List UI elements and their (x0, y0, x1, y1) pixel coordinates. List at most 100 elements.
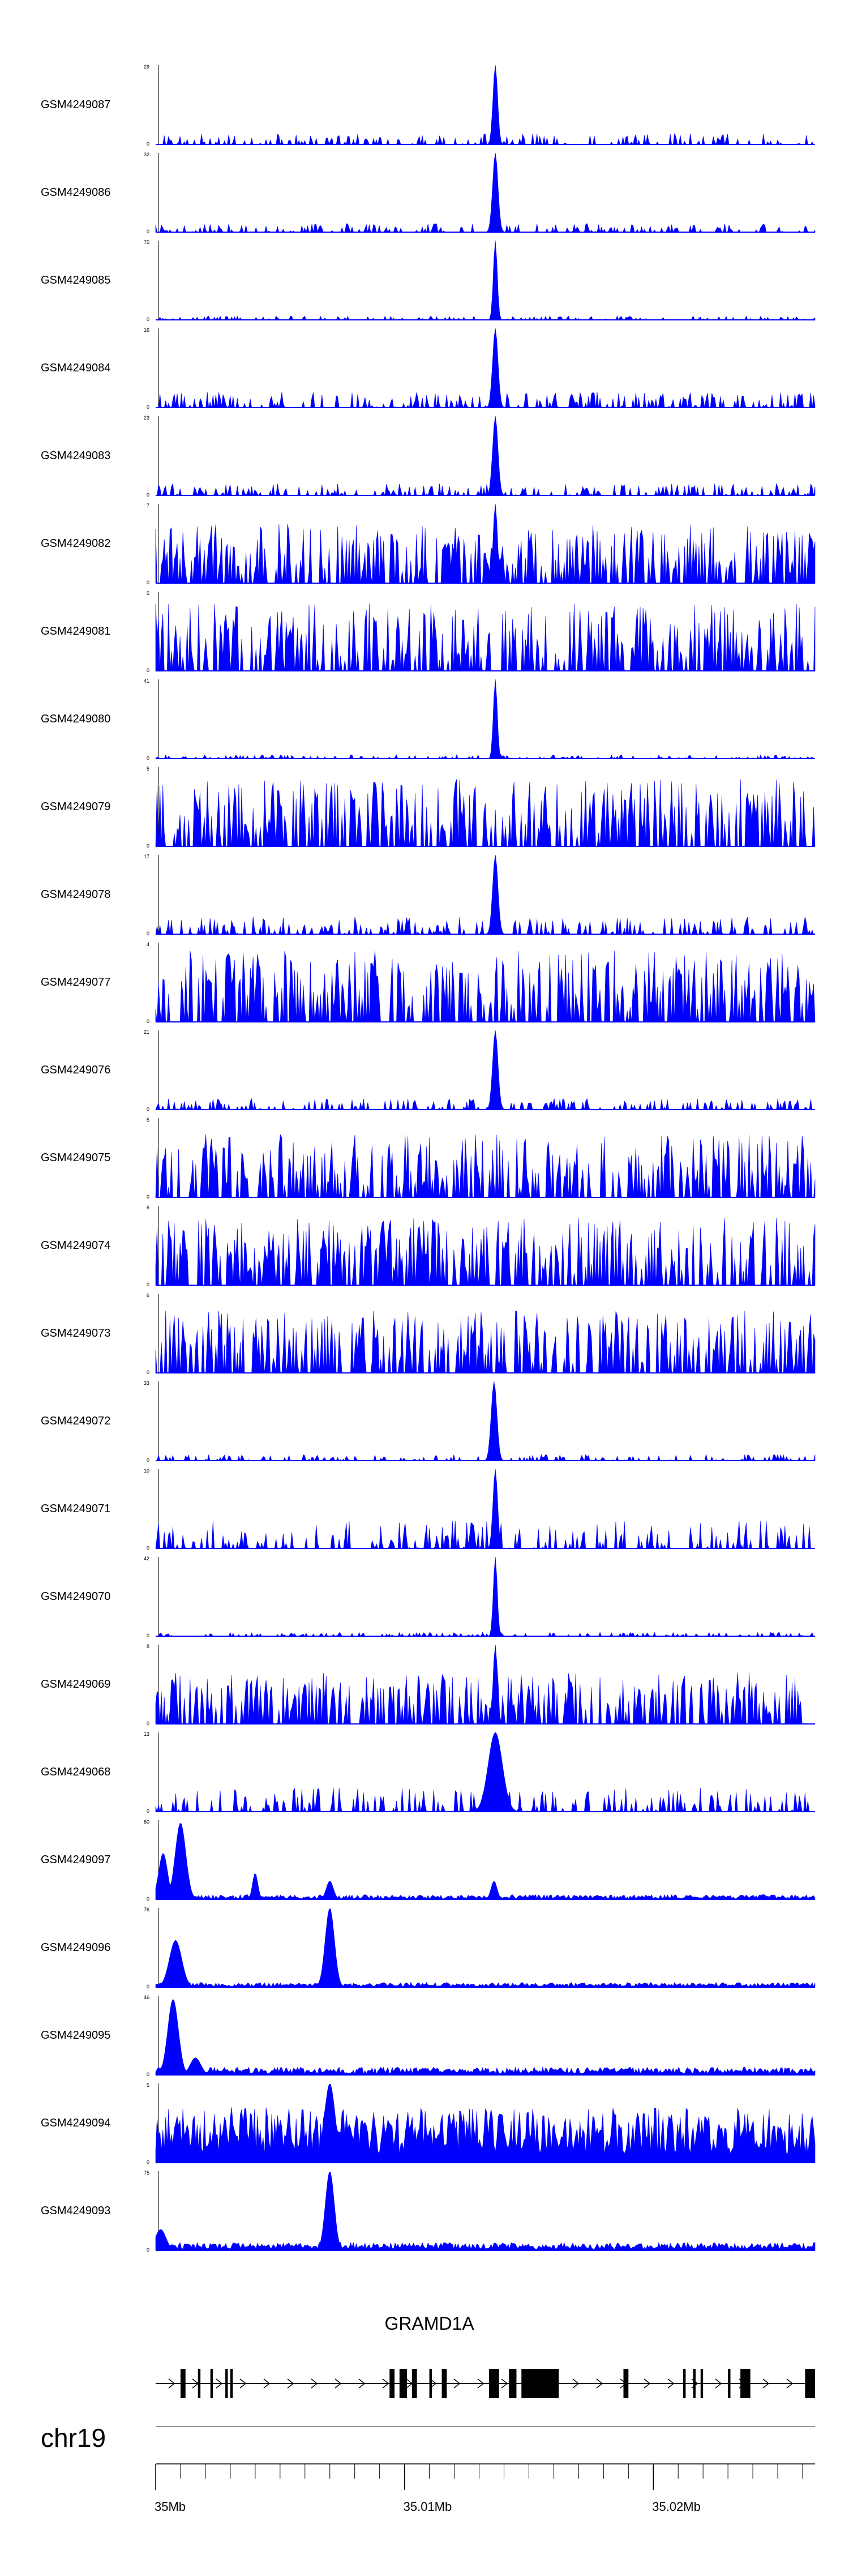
y-max-label: 33 (144, 1380, 149, 1386)
y-min-label: 0 (147, 1896, 149, 1902)
gene-exon (429, 2369, 432, 2398)
y-min-label: 0 (147, 1633, 149, 1638)
y-max-label: 75 (144, 2170, 149, 2176)
signal-area (155, 1311, 816, 1373)
signal-area (155, 1645, 815, 1725)
signal-area (155, 1030, 815, 1111)
track-label: GSM4249083 (41, 450, 110, 462)
signal-area (155, 153, 816, 233)
track-GSM4249068: GSM4249068 13 0 (41, 1731, 815, 1814)
y-min-label: 0 (147, 229, 149, 234)
strand-arrow (453, 2378, 461, 2389)
y-max-label: 10 (144, 1468, 149, 1474)
strand-arrow (572, 2378, 580, 2389)
gene-exon (805, 2369, 815, 2398)
y-min-label: 0 (147, 316, 149, 322)
signal-area (156, 328, 816, 409)
track-label: GSM4249069 (41, 1678, 110, 1691)
signal-area (156, 65, 815, 146)
y-max-label: 60 (144, 1819, 149, 1825)
signal-area (155, 779, 816, 847)
strand-arrow (762, 2378, 770, 2389)
gene-exon (411, 2369, 417, 2398)
signal-area (156, 1381, 816, 1462)
track-GSM4249084: GSM4249084 16 0 (41, 327, 816, 410)
strand-arrow (239, 2378, 247, 2389)
axis-tick-label: 35.01Mb (404, 2500, 452, 2514)
signal-area (155, 855, 815, 935)
track-label: GSM4249097 (41, 1854, 110, 1866)
signal-area (155, 1999, 816, 2076)
gene-exon (210, 2369, 213, 2398)
track-GSM4249086: GSM4249086 32 0 (41, 152, 816, 234)
track-GSM4249081: GSM4249081 5 0 (41, 590, 816, 673)
y-max-label: 42 (144, 1556, 149, 1561)
signal-area (155, 2172, 816, 2251)
y-max-label: 29 (144, 64, 149, 70)
strand-arrow (335, 2378, 342, 2389)
track-GSM4249083: GSM4249083 23 0 (41, 415, 816, 498)
track-label: GSM4249095 (41, 2029, 110, 2042)
y-min-label: 0 (147, 1721, 149, 1726)
track-label: GSM4249085 (41, 274, 110, 286)
track-GSM4249079: GSM4249079 5 0 (41, 766, 816, 849)
track-GSM4249074: GSM4249074 6 0 (41, 1205, 816, 1287)
y-min-label: 0 (147, 1808, 149, 1814)
gene-exon (225, 2369, 228, 2398)
strand-arrow (263, 2378, 271, 2389)
axis-tick-label: 35.02Mb (652, 2500, 701, 2514)
gene-exon (198, 2369, 201, 2398)
gene-exon (683, 2369, 686, 2398)
gene-exon (700, 2369, 704, 2398)
y-min-label: 0 (147, 1457, 149, 1463)
track-label: GSM4249073 (41, 1327, 110, 1340)
gene-exon (441, 2369, 447, 2398)
track-GSM4249080: GSM4249080 41 0 (41, 678, 815, 761)
y-min-label: 0 (147, 843, 149, 849)
strand-arrow (501, 2378, 508, 2389)
gene-exon (509, 2369, 517, 2398)
y-max-label: 5 (147, 1117, 149, 1123)
track-label: GSM4249072 (41, 1415, 110, 1427)
track-GSM4249087: GSM4249087 29 0 (41, 64, 815, 147)
y-max-label: 41 (144, 678, 149, 684)
y-min-label: 0 (147, 931, 149, 936)
track-label: GSM4249074 (41, 1239, 110, 1252)
gene-exon (693, 2369, 696, 2398)
signal-area (155, 1134, 816, 1198)
signal-area (155, 1909, 816, 1988)
strand-arrow (430, 2378, 437, 2389)
track-label: GSM4249084 (41, 362, 110, 374)
gene-exon (230, 2369, 233, 2398)
y-max-label: 13 (144, 1731, 149, 1737)
gene-exon (489, 2369, 499, 2398)
track-GSM4249069: GSM4249069 8 0 (41, 1644, 815, 1726)
strand-arrow (287, 2378, 294, 2389)
signal-area (155, 504, 816, 584)
track-GSM4249073: GSM4249073 6 0 (41, 1293, 816, 1375)
y-max-label: 8 (147, 1644, 149, 1649)
signal-area (155, 951, 816, 1022)
gene-exon (740, 2369, 751, 2398)
y-min-label: 0 (147, 1106, 149, 1112)
signal-area (156, 416, 816, 497)
track-label: GSM4249078 (41, 888, 110, 901)
track-label: GSM4249068 (41, 1766, 110, 1778)
strand-arrow (596, 2378, 603, 2389)
track-label: GSM4249093 (41, 2205, 110, 2217)
gene-name: GRAMD1A (384, 2313, 474, 2334)
track-GSM4249094: GSM4249094 5 0 (41, 2082, 816, 2165)
strand-arrow (644, 2378, 651, 2389)
y-min-label: 0 (147, 1194, 149, 1200)
y-min-label: 0 (147, 2159, 149, 2165)
y-max-label: 5 (147, 766, 149, 772)
gene-exon (521, 2369, 559, 2398)
y-max-label: 23 (144, 415, 149, 421)
track-GSM4249070: GSM4249070 42 0 (41, 1556, 815, 1638)
signal-area (155, 679, 815, 759)
coordinate-axis: chr19 35Mb 35.01Mb 35.02Mb (41, 2423, 815, 2514)
track-GSM4249075: GSM4249075 5 0 (41, 1117, 816, 1200)
track-label: GSM4249071 (41, 1503, 110, 1515)
track-GSM4249096: GSM4249096 76 0 (41, 1907, 816, 1989)
